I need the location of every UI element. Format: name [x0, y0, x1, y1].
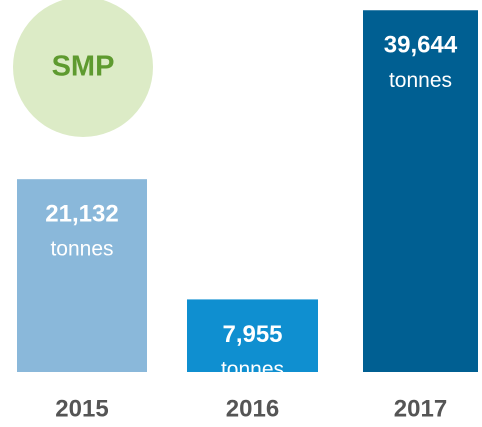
value-label: 21,132: [45, 201, 118, 228]
bar: [187, 299, 318, 372]
unit-label: tonnes: [389, 69, 452, 92]
x-tick-label: 2016: [226, 395, 279, 422]
x-tick-label: 2015: [55, 395, 108, 422]
x-tick-label: 2017: [394, 395, 447, 422]
bar: [17, 179, 147, 372]
value-label: 7,955: [222, 321, 282, 348]
value-label: 39,644: [384, 32, 458, 59]
unit-label: tonnes: [221, 358, 284, 381]
chart-title: SMP: [52, 51, 115, 83]
unit-label: tonnes: [50, 238, 113, 261]
title-badge: [13, 0, 153, 137]
bar: [363, 10, 478, 372]
